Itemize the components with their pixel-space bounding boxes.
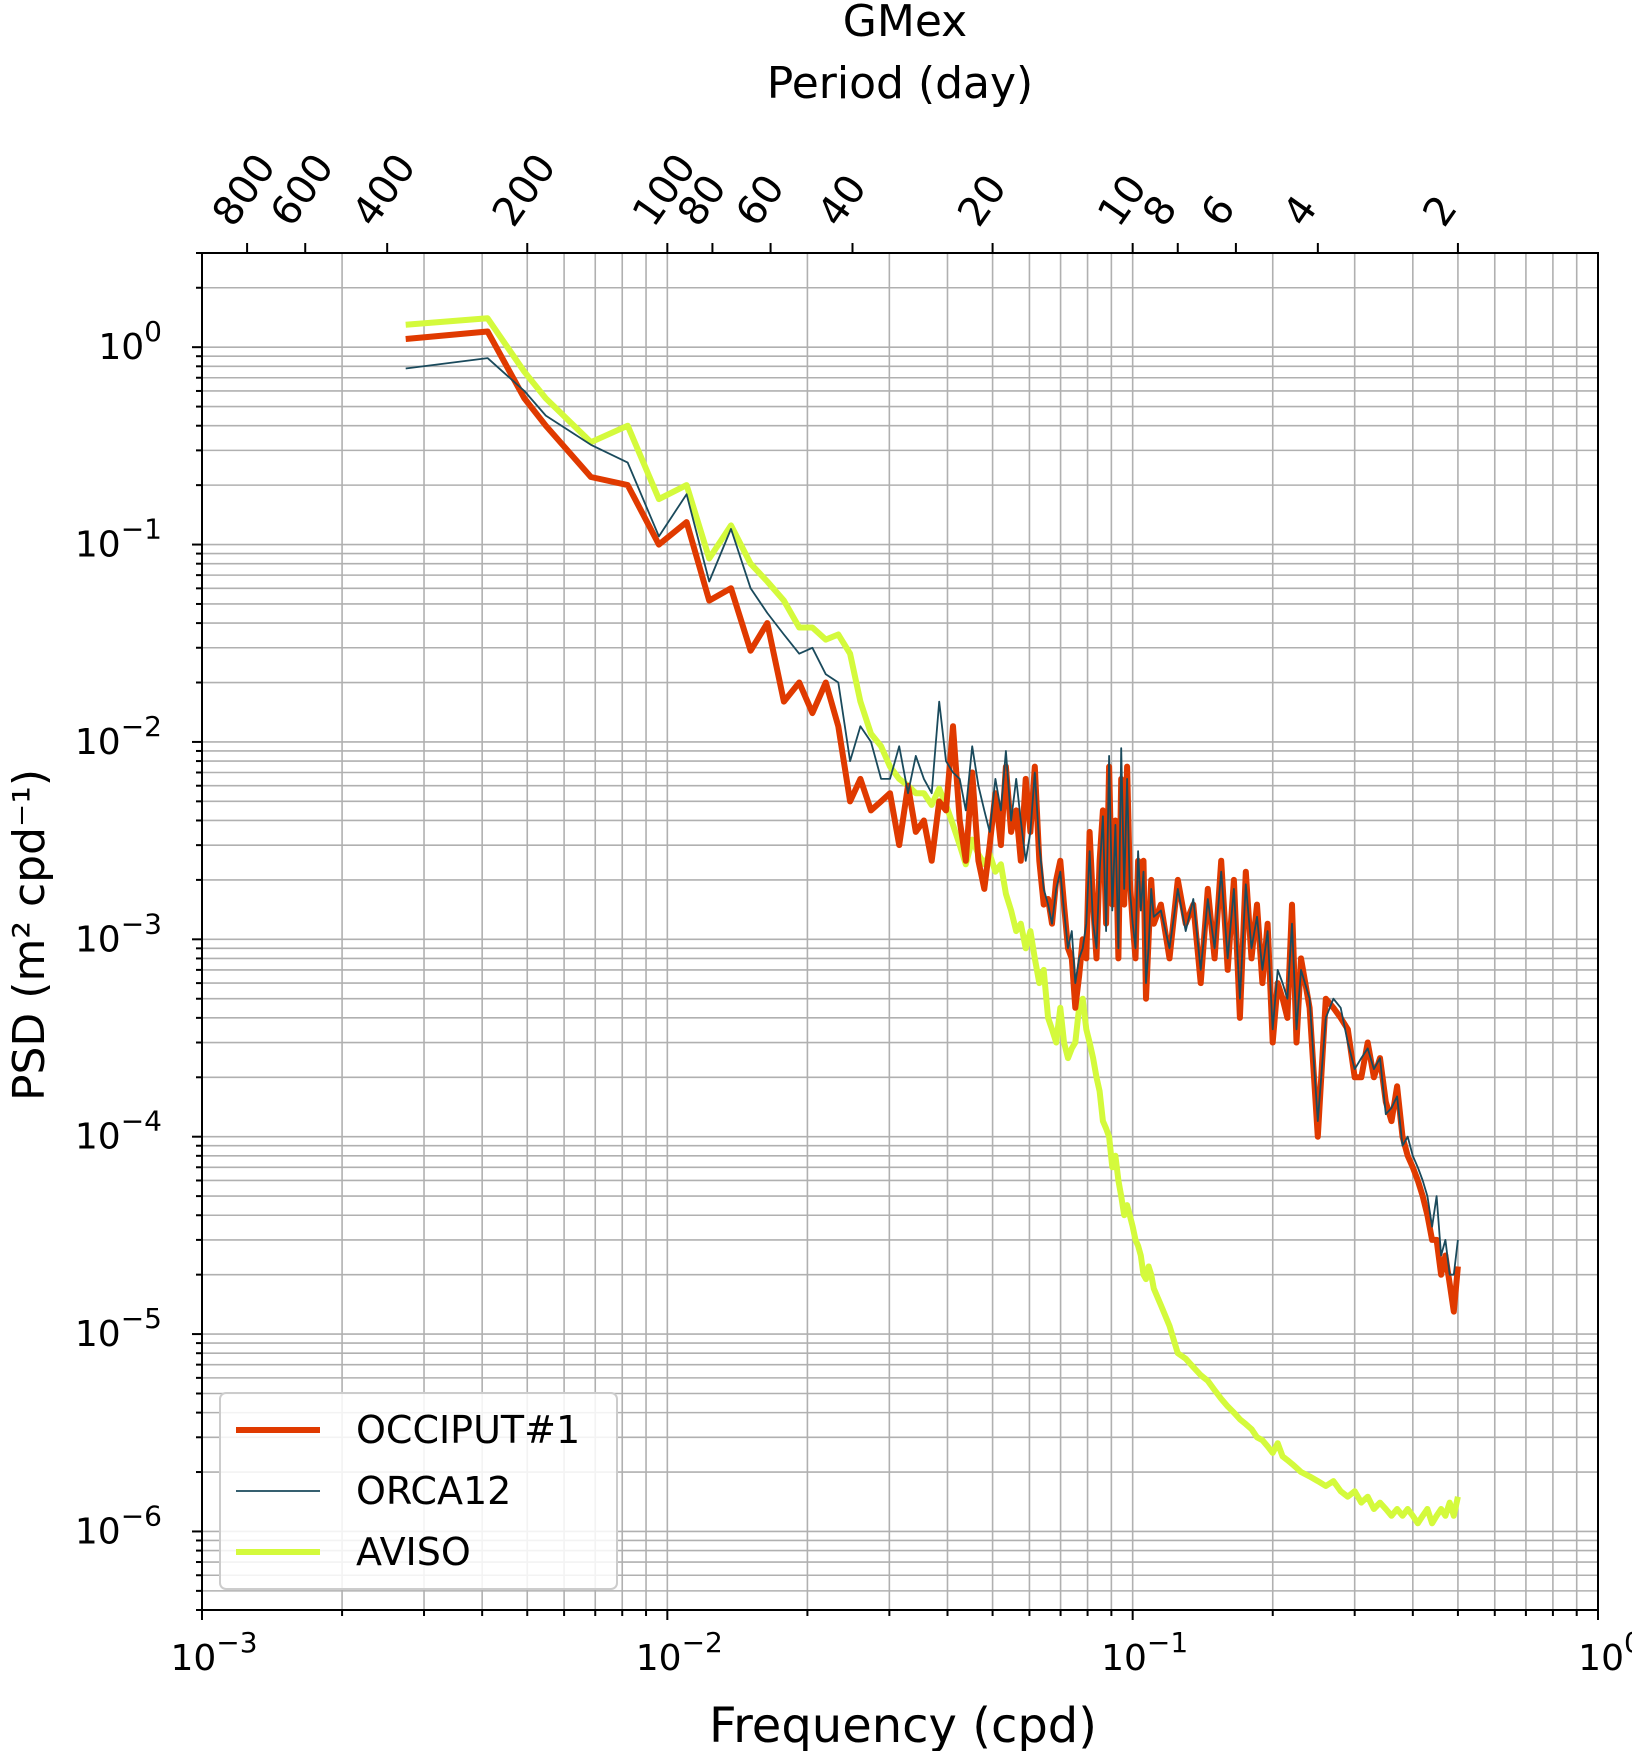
top-axis-label: Period (day) [767,58,1033,109]
axis-ticks: 10−3 10−2 10−1 100 100 10−1 10−2 10−3 10−4 10−5 10… [75,146,1632,1679]
x-tick-label: 10−3 [170,1626,257,1679]
period-tick-label: 60 [727,167,794,235]
period-tick-label: 4 [1274,188,1326,235]
x-tick-label: 100 [1578,1626,1632,1679]
legend: OCCIPUT#1 ORCA12 AVISO [219,1392,618,1590]
series-lines [405,315,1461,1527]
period-tick-label: 2 [1414,188,1466,235]
x-tick-label: 10−2 [636,1626,723,1679]
y-axis-label: PSD (m² cpd⁻¹) [4,769,55,1101]
period-tick-label: 40 [809,167,876,235]
series-line-aviso [405,315,1461,1527]
series-line-orca12 [405,357,1459,1276]
y-tick-label: 10−1 [75,513,162,566]
chart-title: GMex [843,0,967,47]
legend-label: ORCA12 [356,1469,511,1513]
y-tick-label: 10−6 [75,1499,162,1552]
y-tick-label: 10−2 [75,710,162,763]
y-tick-label: 10−4 [75,1105,162,1158]
period-tick-label: 20 [949,167,1016,235]
legend-box [219,1392,618,1590]
period-tick-label: 400 [344,146,425,235]
y-tick-label: 10−5 [75,1302,162,1355]
y-tick-label: 10−3 [75,907,162,960]
x-axis-label: Frequency (cpd) [709,1698,1097,1751]
period-tick-label: 600 [262,146,343,235]
period-tick-label: 200 [484,146,565,235]
period-tick-label: 6 [1192,188,1244,235]
y-tick-label: 100 [98,315,162,368]
legend-label: OCCIPUT#1 [356,1408,580,1452]
period-tick-label: 800 [204,146,285,235]
plot-frame [201,252,1599,1611]
legend-label: AVISO [356,1530,471,1574]
x-tick-label: 10−1 [1101,1626,1188,1679]
